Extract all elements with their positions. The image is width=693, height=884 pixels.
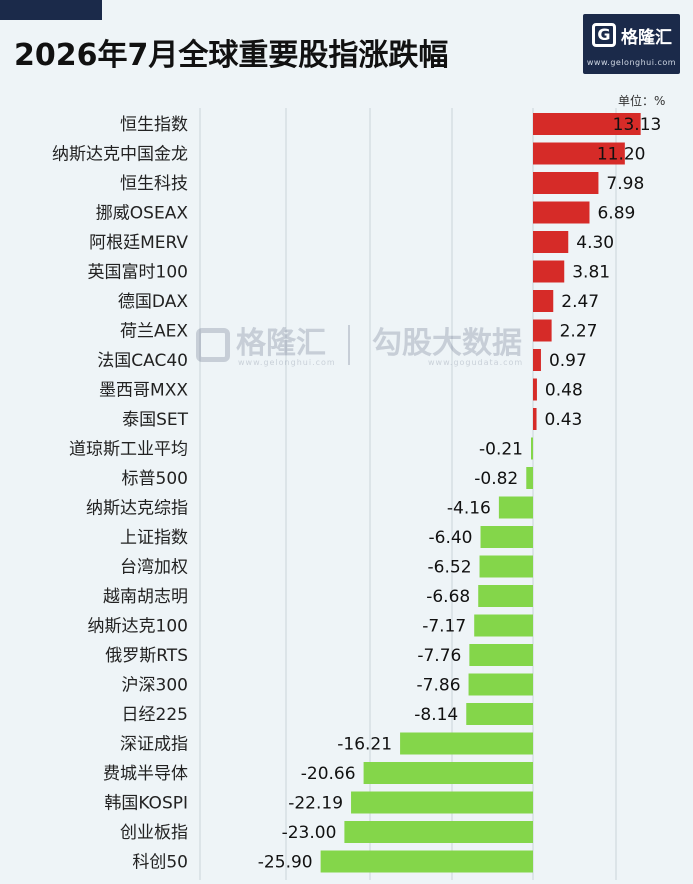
category-label: 荷兰AEX (120, 322, 188, 342)
bar (526, 467, 533, 489)
watermark-partner-url: www.gogudata.com (428, 358, 524, 367)
value-label: 13.13 (613, 115, 662, 135)
value-label: 0.97 (549, 351, 587, 371)
value-label: -16.21 (337, 735, 392, 755)
bar (533, 290, 554, 312)
value-label: -25.90 (258, 853, 313, 873)
watermark-g-icon (196, 327, 230, 362)
value-label: -22.19 (288, 794, 343, 814)
bar (533, 260, 565, 283)
value-label: -7.17 (422, 617, 466, 637)
value-label: 3.81 (572, 263, 610, 283)
bar (533, 172, 599, 194)
category-label: 纳斯达克100 (88, 617, 188, 637)
bar (533, 142, 625, 165)
value-label: 0.43 (545, 410, 583, 430)
watermark-brand: 格隆汇 (236, 326, 326, 361)
bar (498, 496, 533, 519)
value-label: 2.47 (561, 292, 599, 312)
category-label: 台湾加权 (120, 558, 188, 578)
bar (466, 703, 533, 725)
value-label: 4.30 (576, 233, 614, 253)
value-label: -0.82 (474, 469, 518, 489)
bar (533, 201, 590, 224)
value-label: -6.52 (428, 558, 472, 578)
category-label: 道琼斯工业平均 (69, 440, 188, 460)
value-label: -7.76 (417, 646, 461, 666)
category-label: 标普500 (122, 469, 188, 489)
category-label: 韩国KOSPI (104, 794, 188, 814)
value-label: 2.27 (560, 322, 598, 342)
value-label: -23.00 (282, 823, 337, 843)
category-label: 日经225 (122, 705, 188, 725)
category-label: 德国DAX (118, 292, 188, 312)
bar (468, 673, 533, 696)
value-label: -0.21 (479, 440, 523, 460)
bar (478, 585, 533, 607)
category-label: 纳斯达克综指 (86, 499, 188, 519)
category-label: 俄罗斯RTS (105, 646, 188, 666)
watermark-divider (348, 324, 350, 365)
category-label: 英国富时100 (88, 263, 188, 283)
category-label: 上证指数 (120, 528, 188, 548)
value-label: 6.89 (597, 204, 635, 224)
category-label: 法国CAC40 (97, 351, 188, 371)
bar (533, 319, 552, 342)
bar (363, 762, 533, 784)
bar (533, 113, 641, 135)
unit-label: 单位：% (618, 94, 666, 108)
watermark-brand-url: www.gelonghui.com (238, 358, 336, 367)
top-bar-decoration (0, 0, 102, 20)
bar (351, 791, 533, 814)
category-label: 越南胡志明 (103, 587, 188, 607)
value-label: -6.68 (426, 587, 470, 607)
bar (533, 349, 541, 371)
bar (533, 378, 537, 401)
bar (531, 437, 533, 460)
category-label: 阿根廷MERV (89, 233, 188, 253)
category-label: 墨西哥MXX (99, 381, 188, 401)
watermark-partner: 勾股大数据 (372, 326, 522, 361)
category-label: 恒生指数 (120, 115, 188, 135)
logo-name: 格隆汇 (621, 28, 672, 48)
value-label: -20.66 (301, 764, 356, 784)
category-label: 挪威OSEAX (96, 204, 189, 224)
value-label: 11.20 (597, 145, 646, 165)
category-label: 费城半导体 (103, 764, 188, 784)
bar (344, 821, 533, 843)
logo-url: www.gelonghui.com (586, 58, 677, 67)
category-label: 恒生科技 (120, 174, 188, 194)
bar (533, 231, 569, 253)
category-label: 泰国SET (122, 410, 189, 430)
bar (320, 850, 533, 873)
bar (474, 614, 533, 637)
chart-title: 2026年7月全球重要股指涨跌幅 (14, 38, 449, 73)
bar (400, 732, 533, 755)
category-label: 纳斯达克中国金龙 (52, 145, 188, 165)
bar (533, 408, 537, 430)
category-label: 沪深300 (122, 676, 188, 696)
category-label: 科创50 (132, 853, 188, 873)
brand-logo: G 格隆汇 www.gelonghui.com (583, 14, 680, 74)
value-label: -4.16 (447, 499, 491, 519)
bar (480, 526, 533, 548)
value-label: -8.14 (414, 705, 458, 725)
category-label: 创业板指 (120, 823, 188, 843)
value-label: -7.86 (417, 676, 461, 696)
bar (469, 644, 533, 666)
value-label: 7.98 (606, 174, 644, 194)
bar (479, 555, 533, 578)
logo-g-icon: G (592, 23, 616, 47)
value-label: -6.40 (429, 528, 473, 548)
value-label: 0.48 (545, 381, 583, 401)
category-label: 深证成指 (120, 735, 188, 755)
watermark: 格隆汇 勾股大数据 www.gelonghui.com www.gogudata.… (196, 318, 524, 367)
